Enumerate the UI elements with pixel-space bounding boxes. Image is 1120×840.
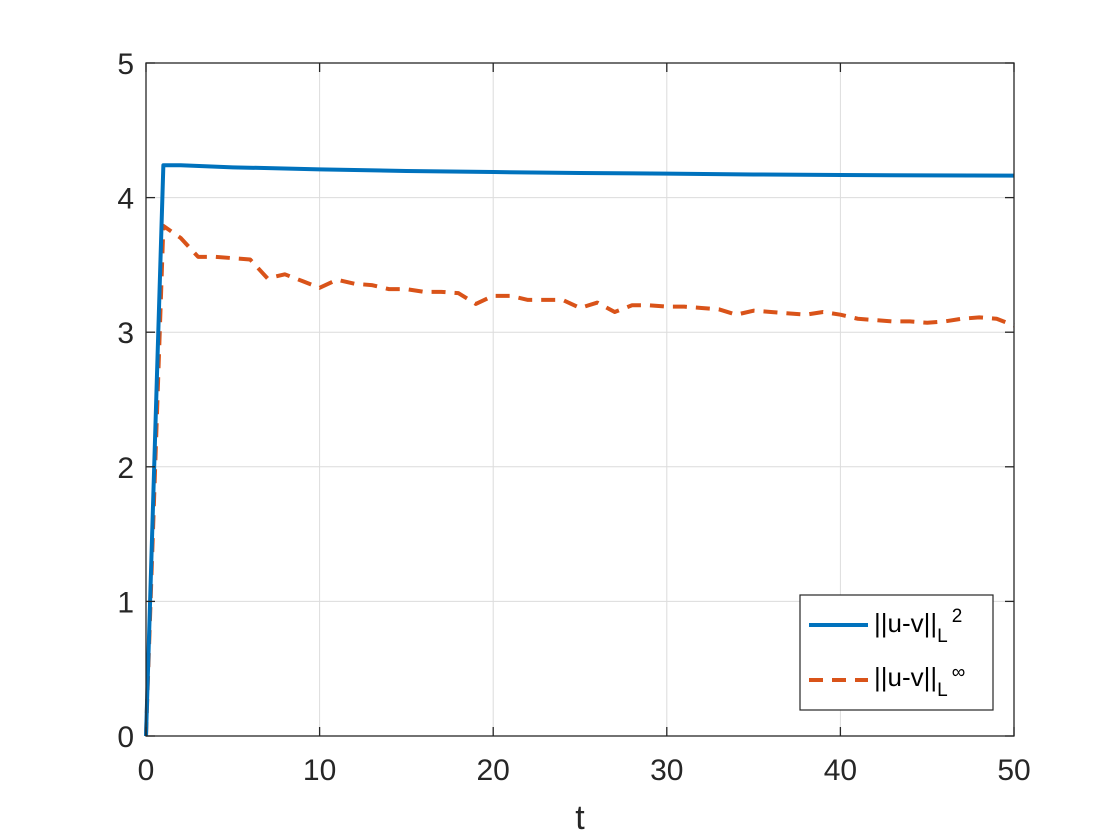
y-tick-label: 0 [117,721,134,754]
x-tick-label: 0 [138,754,155,787]
legend-label-linf-sup: ∞ [952,662,966,683]
legend-label-l2: ||u-v||L2 [874,606,962,647]
series-layer [144,163,1015,737]
series-line-l2 [144,163,1015,737]
y-tick-label: 3 [117,317,134,350]
legend-label-l2-sup: 2 [952,606,963,627]
x-tick-label: 30 [650,754,683,787]
x-tick-label: 20 [477,754,510,787]
x-tick-label: 40 [824,754,857,787]
axes-box [145,62,1015,737]
tick-labels: 0 10 20 30 40 50 0 1 2 3 4 5 [117,48,1030,787]
x-tick-label: 10 [303,754,336,787]
y-tick-label: 4 [117,183,134,216]
legend-label-linf-name: ||u-v|| [874,662,937,692]
legend-label-linf: ||u-v||L∞ [874,662,965,701]
y-tick-label: 1 [117,586,134,619]
x-axis-label: t [575,799,585,837]
legend-label-l2-name: ||u-v|| [874,608,937,638]
ticks [145,62,1015,737]
y-tick-label: 5 [117,48,134,81]
y-tick-label: 2 [117,452,134,485]
legend-box [799,594,994,711]
legend-label-linf-sub: L [937,680,948,701]
legend-label-l2-sub: L [937,626,948,647]
x-tick-label: 50 [997,754,1030,787]
legend: ||u-v||L2 ||u-v||L∞ [799,594,994,711]
